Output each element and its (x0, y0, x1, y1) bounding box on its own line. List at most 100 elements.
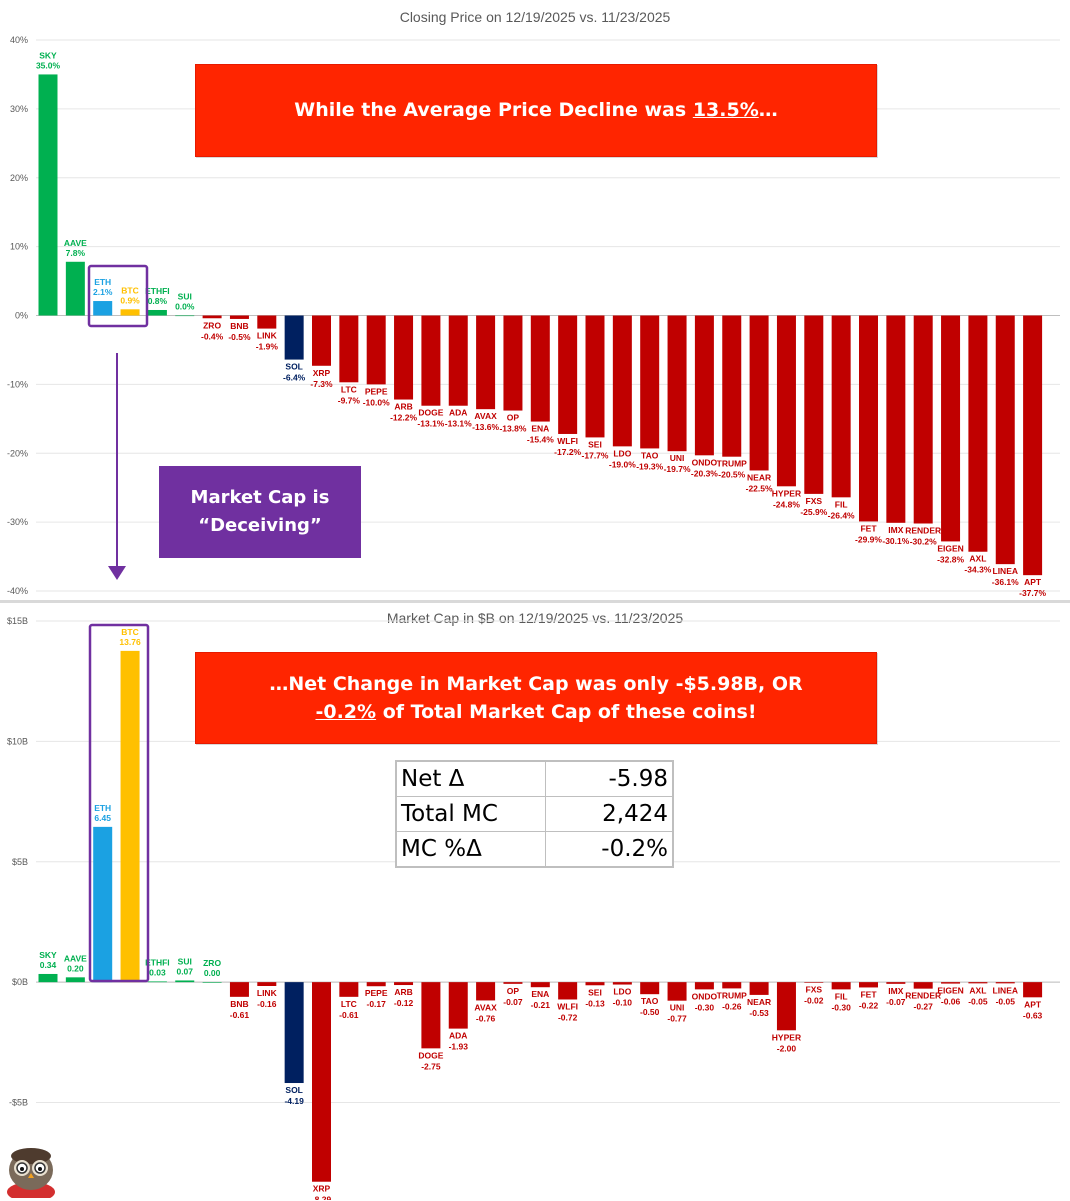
data-label: 0.34 (40, 960, 57, 970)
data-label: -20.5% (718, 470, 745, 480)
bar-imx (886, 315, 906, 523)
data-label: -4.19 (284, 1096, 304, 1106)
category-label: AXL (969, 554, 986, 564)
y-tick-label: -20% (7, 448, 28, 458)
stats-table: Net Δ -5.98 Total MC 2,424 MC %Δ -0.2% (396, 761, 673, 867)
category-label: RENDER (905, 526, 941, 536)
bar-trump (722, 315, 742, 457)
bar-tao (640, 982, 660, 995)
y-tick-label: 20% (10, 173, 28, 183)
data-label: -7.3% (310, 379, 333, 389)
bar-axl (968, 982, 988, 984)
data-label: -10.0% (363, 397, 390, 407)
bar-linea (995, 315, 1015, 565)
data-label: -0.5% (228, 332, 251, 342)
category-label: EIGEN (937, 986, 963, 996)
data-label: -9.7% (338, 395, 361, 405)
data-label: 0.00 (204, 968, 221, 978)
bar-aave (65, 977, 85, 983)
bar-ethfi (147, 981, 167, 983)
bar-fxs (804, 315, 824, 494)
bar-bnb (229, 315, 249, 319)
data-label: -0.17 (367, 999, 387, 1009)
bar-render (913, 982, 933, 989)
price-banner-emph: 13.5% (692, 99, 759, 121)
bar-ldo (612, 315, 632, 447)
category-label: LINEA (993, 566, 1019, 576)
y-tick-label: -40% (7, 586, 28, 596)
bar-avax (476, 315, 496, 410)
data-label: -32.8% (937, 554, 964, 564)
bar-op (503, 982, 523, 984)
category-label: ARB (394, 402, 412, 412)
data-label: -1.9% (256, 342, 279, 352)
category-label: LINK (257, 988, 278, 998)
data-label: -1.93 (449, 1042, 469, 1052)
deceiving-callout: Market Cap is “Deceiving” (159, 466, 361, 558)
bar-imx (886, 982, 906, 984)
category-label: RENDER (905, 991, 941, 1001)
category-label: AAVE (64, 238, 87, 248)
data-label: -17.2% (554, 447, 581, 457)
data-label: 0.07 (176, 966, 193, 976)
bar-btc (120, 650, 140, 983)
bar-fet (859, 982, 878, 988)
data-label: -0.22 (859, 1000, 879, 1010)
category-label: ENA (531, 424, 549, 434)
bar-ltc (339, 315, 359, 383)
category-label: TRUMP (717, 990, 748, 1000)
category-label: SKY (39, 950, 57, 960)
bar-sol (284, 315, 304, 360)
bar-tao (640, 315, 660, 449)
category-label: AVAX (474, 411, 497, 421)
category-label: TAO (641, 996, 659, 1006)
category-label: SOL (285, 1085, 302, 1095)
y-tick-label: $0B (12, 977, 28, 987)
bar-avax (476, 982, 496, 1001)
category-label: NEAR (747, 472, 771, 482)
data-label: -0.07 (503, 997, 523, 1007)
price-chart-title: Closing Price on 12/19/2025 vs. 11/23/20… (399, 9, 671, 25)
bar-eigen (941, 315, 961, 542)
bar-ondo (694, 982, 714, 990)
price-banner-suffix: … (758, 99, 778, 121)
bar-fil (831, 982, 851, 990)
bar-near (749, 982, 769, 995)
y-tick-label: 10% (10, 242, 28, 252)
bar-ldo (612, 982, 632, 985)
category-label: TRUMP (717, 459, 748, 469)
stats-value: -0.2% (545, 831, 673, 867)
data-label: -0.16 (257, 999, 277, 1009)
price-banner-prefix: While the Average Price Decline was (294, 99, 693, 121)
callout-line1: Market Cap is (190, 487, 330, 508)
bar-bnb (229, 982, 249, 997)
category-label: APT (1024, 577, 1042, 587)
data-label: -0.30 (695, 1002, 715, 1012)
bar-hyper (776, 315, 796, 487)
highlight-box-price (87, 264, 149, 328)
data-label: -0.77 (667, 1014, 687, 1024)
data-label: -17.7% (582, 450, 609, 460)
arrow-head (108, 566, 126, 580)
bar-sky (38, 973, 58, 983)
category-label: PEPE (365, 988, 388, 998)
bar-sei (585, 315, 605, 438)
bar-zro (202, 315, 222, 319)
bar-uni (667, 982, 687, 1001)
data-label: -34.3% (964, 565, 991, 575)
bar-doge (421, 315, 441, 406)
bar-arb (394, 982, 414, 986)
data-label: -15.4% (527, 435, 554, 445)
category-label: NEAR (747, 997, 771, 1007)
data-label: -19.7% (664, 464, 691, 474)
category-label: ETH (94, 277, 111, 287)
data-label: 0.03 (149, 967, 166, 977)
y-tick-label: 0% (15, 311, 28, 321)
data-label: -29.9% (855, 534, 882, 544)
category-label: LDO (613, 448, 631, 458)
bar-render (913, 315, 933, 524)
bar-ena (530, 982, 550, 988)
data-label: -13.8% (499, 424, 526, 434)
bar-link (257, 982, 277, 986)
category-label: AAVE (64, 953, 87, 963)
